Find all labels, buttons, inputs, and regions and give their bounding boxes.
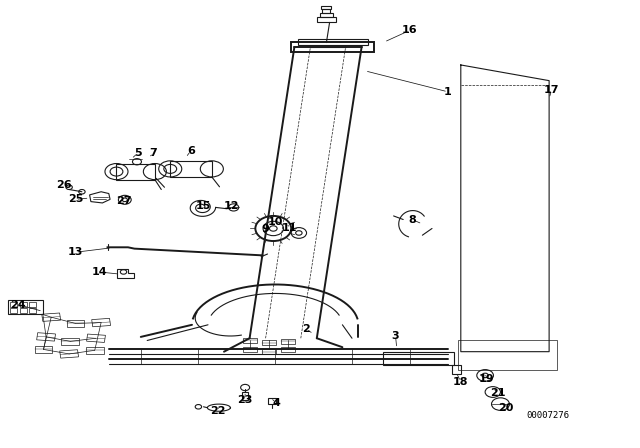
Bar (298, 39, 368, 45)
Text: 6: 6 (187, 146, 195, 156)
Bar (116, 164, 155, 180)
Text: 17: 17 (544, 85, 559, 95)
Text: 4: 4 (273, 398, 280, 408)
Bar (10, 302, 17, 307)
Text: 23: 23 (237, 395, 253, 405)
Text: 20: 20 (498, 403, 513, 413)
Text: 26: 26 (56, 180, 72, 190)
Text: 15: 15 (196, 201, 211, 211)
Text: 27: 27 (116, 196, 131, 206)
Text: 7: 7 (150, 148, 157, 158)
Bar (29, 302, 36, 307)
Bar (291, 42, 374, 52)
Bar (10, 308, 17, 313)
Text: 24: 24 (10, 300, 26, 310)
Bar (242, 392, 248, 400)
Text: 9: 9 (262, 224, 269, 234)
Bar (322, 9, 330, 13)
Text: 3: 3 (392, 331, 399, 341)
Bar (8, 300, 43, 314)
Bar (29, 308, 36, 313)
Text: 00007276: 00007276 (527, 411, 570, 420)
Bar (321, 6, 331, 9)
Text: 10: 10 (268, 217, 283, 227)
Bar (20, 302, 27, 307)
Text: 12: 12 (224, 201, 239, 211)
Bar (20, 308, 27, 313)
Text: 5: 5 (134, 148, 141, 158)
Text: 2: 2 (302, 324, 310, 334)
Text: 22: 22 (210, 406, 225, 416)
Text: 25: 25 (68, 194, 83, 204)
Text: 19: 19 (479, 374, 494, 383)
Text: 21: 21 (490, 388, 506, 398)
Bar (170, 161, 212, 177)
Bar (320, 13, 333, 17)
Text: 11: 11 (282, 224, 298, 233)
Text: 13: 13 (68, 247, 83, 257)
Text: 14: 14 (92, 267, 107, 277)
Bar (458, 340, 557, 370)
Text: 1: 1 (444, 87, 452, 97)
Text: 18: 18 (453, 377, 468, 387)
Bar (317, 17, 336, 22)
Text: 16: 16 (402, 26, 417, 35)
Text: 8: 8 (408, 215, 416, 224)
